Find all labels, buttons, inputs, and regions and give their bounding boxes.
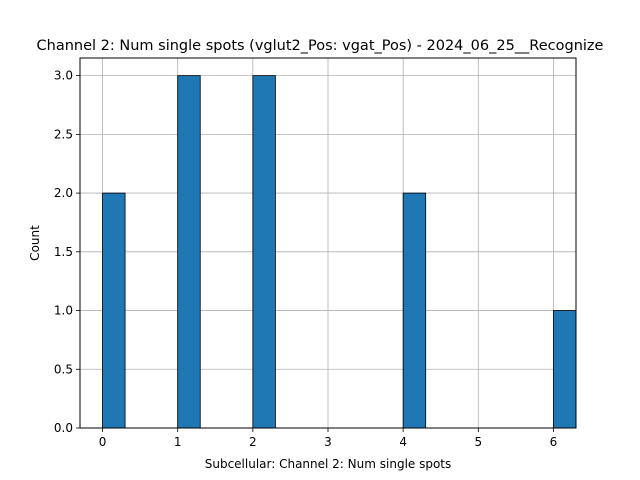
x-tick-label: 0	[99, 435, 107, 449]
y-tick-label: 3.0	[54, 69, 73, 83]
x-tick-label: 6	[550, 435, 558, 449]
histogram-bar-4	[553, 310, 577, 429]
y-tick-label: 1.0	[54, 304, 73, 318]
histogram-bar-1	[177, 75, 201, 429]
x-tick-label: 3	[324, 435, 332, 449]
histogram-bar-3	[402, 192, 427, 429]
x-axis-label: Subcellular: Channel 2: Num single spots	[205, 457, 452, 471]
axis-ticks: 0 1 2 3 4 5 6 0.0 0.5 1.0 1.5 2.0 2.5 3.0	[54, 69, 557, 449]
y-tick-label: 2.5	[54, 127, 73, 141]
x-tick-label: 1	[174, 435, 182, 449]
y-tick-label: 2.0	[54, 186, 73, 200]
x-tick-label: 5	[474, 435, 482, 449]
histogram-bar-2	[252, 75, 276, 429]
chart-title: Channel 2: Num single spots (vglut2_Pos:…	[37, 38, 604, 54]
x-tick-label: 2	[249, 435, 257, 449]
y-tick-label: 1.5	[54, 245, 73, 259]
y-tick-label: 0.0	[54, 421, 73, 435]
grid-lines	[80, 58, 576, 429]
histogram-bar-0	[102, 192, 126, 429]
y-axis-label: Count	[28, 225, 42, 261]
y-tick-label: 0.5	[54, 362, 73, 376]
x-tick-label: 4	[399, 435, 407, 449]
